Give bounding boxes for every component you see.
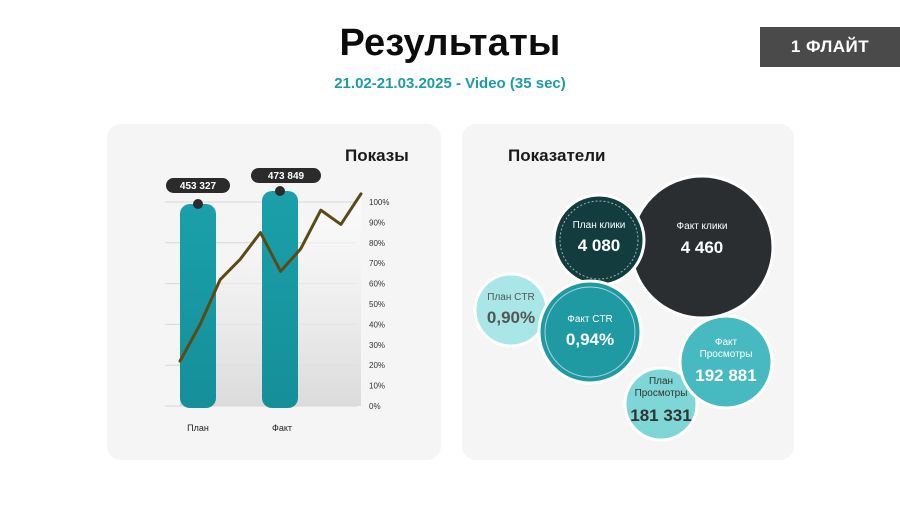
trend-line: [178, 192, 363, 363]
metric-bubble: План клики 4 080: [552, 193, 646, 287]
metrics-card: Показатели Факт клики 4 460 План клики 4 08…: [462, 124, 794, 460]
bubble-value: 192 881: [695, 366, 756, 385]
y-tick-label: 90%: [369, 218, 385, 227]
impressions-chart: 0% 10% 20% 30% 40% 50% 60% 70% 80% 90% 100% 453 327…: [165, 168, 389, 433]
y-tick-label: 0%: [369, 402, 381, 411]
bubble-label: Факт клики: [677, 221, 728, 232]
bubble-label: План клики: [573, 220, 626, 231]
y-tick-label: 20%: [369, 361, 385, 370]
data-label: 453 327: [180, 181, 217, 192]
bubble-label: Просмотры: [635, 388, 688, 399]
bubble-label: План: [649, 376, 673, 387]
metrics-title: Показатели: [508, 146, 606, 165]
bubble-label: Факт: [715, 337, 738, 348]
bubble-value: 4 080: [578, 236, 621, 255]
category-label: План: [187, 423, 209, 433]
y-tick-label: 30%: [369, 341, 385, 350]
bubble-value: 0,90%: [487, 308, 535, 327]
impressions-card: 0% 10% 20% 30% 40% 50% 60% 70% 80% 90% 100% 453 327…: [107, 124, 441, 460]
y-tick-label: 50%: [369, 300, 385, 309]
data-label-pill: [251, 168, 321, 183]
page-title: Результаты: [339, 22, 561, 64]
bubble-value: 0,94%: [566, 330, 614, 349]
metric-bubble: Факт клики 4 460: [629, 174, 775, 320]
impressions-title: Показы: [345, 146, 409, 165]
y-tick-label: 80%: [369, 239, 385, 248]
bubble-ring: [559, 200, 639, 280]
bubble-circle: [537, 279, 643, 385]
metrics-bubbles: Факт клики 4 460 План клики 4 080 План CTR 0,…: [473, 174, 775, 442]
y-tick-label: 100%: [369, 198, 389, 207]
bubble-value: 181 331: [630, 406, 691, 425]
bubble-label: Факт CTR: [567, 314, 613, 325]
data-label-pill: [166, 178, 230, 193]
data-label-marker: [193, 199, 203, 209]
bubble-circle: [678, 314, 774, 410]
flight-badge: 1 ФЛАЙТ: [760, 27, 900, 67]
data-label-marker: [275, 186, 285, 196]
bar-fact: [262, 191, 298, 408]
campaign-period: 21.02-21.03.2025 - Video (35 sec): [334, 75, 566, 92]
y-tick-label: 70%: [369, 259, 385, 268]
y-tick-label: 60%: [369, 280, 385, 289]
category-label: Факт: [272, 423, 292, 433]
metric-bubble: Факт CTR 0,94%: [537, 279, 643, 385]
metric-bubble: План CTR 0,90%: [473, 272, 549, 348]
y-tick-label: 10%: [369, 382, 385, 391]
bubble-label: План CTR: [487, 292, 534, 303]
bubble-value: 4 460: [681, 238, 724, 257]
bubble-circle: [623, 366, 699, 442]
y-tick-label: 40%: [369, 320, 385, 329]
data-label: 473 849: [268, 171, 305, 182]
bubble-ring: [544, 286, 636, 378]
bubble-label: Просмотры: [700, 349, 753, 360]
bar-plan: [180, 204, 216, 408]
